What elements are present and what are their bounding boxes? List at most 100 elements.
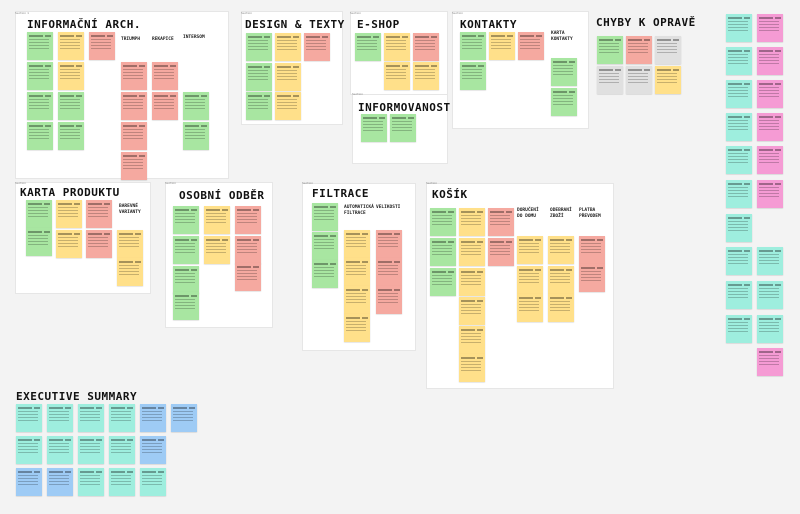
sticky-note[interactable] xyxy=(16,436,42,464)
sticky-note[interactable] xyxy=(86,200,112,228)
sticky-note[interactable] xyxy=(548,294,574,322)
sticky-note[interactable] xyxy=(460,62,486,90)
sticky-note[interactable] xyxy=(551,58,577,86)
sticky-note[interactable] xyxy=(518,32,544,60)
sticky-note[interactable] xyxy=(121,92,147,120)
sticky-note[interactable] xyxy=(26,200,52,228)
sticky-note[interactable] xyxy=(275,63,301,91)
sticky-note[interactable] xyxy=(517,266,543,294)
sticky-note[interactable] xyxy=(58,62,84,90)
sticky-note[interactable] xyxy=(235,236,261,264)
sticky-note[interactable] xyxy=(517,294,543,322)
sticky-note[interactable] xyxy=(173,266,199,294)
sticky-note[interactable] xyxy=(413,33,439,61)
sticky-note[interactable] xyxy=(488,238,514,266)
sticky-note[interactable] xyxy=(304,33,330,61)
sticky-note[interactable] xyxy=(183,92,209,120)
sticky-note[interactable] xyxy=(121,122,147,150)
sticky-note[interactable] xyxy=(183,122,209,150)
sticky-note[interactable] xyxy=(390,114,416,142)
sticky-note[interactable] xyxy=(312,260,338,288)
sticky-note[interactable] xyxy=(489,32,515,60)
sticky-note[interactable] xyxy=(726,47,752,75)
sticky-note[interactable] xyxy=(16,468,42,496)
sticky-note[interactable] xyxy=(459,354,485,382)
sticky-note[interactable] xyxy=(361,114,387,142)
sticky-note[interactable] xyxy=(757,113,783,141)
sticky-note[interactable] xyxy=(86,230,112,258)
sticky-note[interactable] xyxy=(517,236,543,264)
sticky-note[interactable] xyxy=(275,33,301,61)
sticky-note[interactable] xyxy=(27,32,53,60)
sticky-note[interactable] xyxy=(58,92,84,120)
sticky-note[interactable] xyxy=(173,206,199,234)
sticky-note[interactable] xyxy=(117,230,143,258)
sticky-note[interactable] xyxy=(171,404,197,432)
sticky-note[interactable] xyxy=(246,63,272,91)
sticky-note[interactable] xyxy=(757,315,783,343)
sticky-note[interactable] xyxy=(757,47,783,75)
sticky-note[interactable] xyxy=(626,36,652,64)
sticky-note[interactable] xyxy=(56,230,82,258)
sticky-note[interactable] xyxy=(78,468,104,496)
sticky-note[interactable] xyxy=(655,36,681,64)
sticky-note[interactable] xyxy=(726,281,752,309)
sticky-note[interactable] xyxy=(726,247,752,275)
sticky-note[interactable] xyxy=(140,404,166,432)
sticky-note[interactable] xyxy=(459,326,485,354)
sticky-note[interactable] xyxy=(413,62,439,90)
sticky-note[interactable] xyxy=(757,180,783,208)
sticky-note[interactable] xyxy=(757,80,783,108)
sticky-note[interactable] xyxy=(78,436,104,464)
sticky-note[interactable] xyxy=(726,180,752,208)
sticky-note[interactable] xyxy=(460,32,486,60)
sticky-note[interactable] xyxy=(47,436,73,464)
sticky-note[interactable] xyxy=(726,214,752,242)
sticky-note[interactable] xyxy=(376,286,402,314)
sticky-note[interactable] xyxy=(246,33,272,61)
sticky-note[interactable] xyxy=(548,266,574,294)
sticky-note[interactable] xyxy=(275,92,301,120)
sticky-note[interactable] xyxy=(430,268,456,296)
sticky-note[interactable] xyxy=(58,122,84,150)
sticky-note[interactable] xyxy=(27,62,53,90)
sticky-note[interactable] xyxy=(459,208,485,236)
sticky-note[interactable] xyxy=(757,247,783,275)
sticky-note[interactable] xyxy=(597,36,623,64)
sticky-note[interactable] xyxy=(344,314,370,342)
sticky-note[interactable] xyxy=(579,236,605,264)
sticky-note[interactable] xyxy=(16,404,42,432)
sticky-note[interactable] xyxy=(312,203,338,231)
sticky-note[interactable] xyxy=(152,62,178,90)
sticky-note[interactable] xyxy=(235,263,261,291)
sticky-note[interactable] xyxy=(757,348,783,376)
sticky-note[interactable] xyxy=(757,281,783,309)
sticky-note[interactable] xyxy=(47,404,73,432)
sticky-note[interactable] xyxy=(344,286,370,314)
sticky-note[interactable] xyxy=(757,146,783,174)
sticky-note[interactable] xyxy=(109,468,135,496)
sticky-note[interactable] xyxy=(109,404,135,432)
sticky-note[interactable] xyxy=(726,14,752,42)
sticky-note[interactable] xyxy=(551,88,577,116)
sticky-note[interactable] xyxy=(173,236,199,264)
sticky-note[interactable] xyxy=(246,92,272,120)
sticky-note[interactable] xyxy=(488,208,514,236)
sticky-note[interactable] xyxy=(384,62,410,90)
sticky-note[interactable] xyxy=(430,208,456,236)
sticky-note[interactable] xyxy=(47,468,73,496)
sticky-note[interactable] xyxy=(140,468,166,496)
sticky-note[interactable] xyxy=(152,92,178,120)
sticky-note[interactable] xyxy=(78,404,104,432)
sticky-note[interactable] xyxy=(344,230,370,258)
sticky-note[interactable] xyxy=(56,200,82,228)
sticky-note[interactable] xyxy=(726,315,752,343)
sticky-note[interactable] xyxy=(27,122,53,150)
sticky-note[interactable] xyxy=(757,14,783,42)
sticky-note[interactable] xyxy=(376,230,402,258)
sticky-note[interactable] xyxy=(109,436,135,464)
sticky-note[interactable] xyxy=(376,258,402,286)
sticky-note[interactable] xyxy=(235,206,261,234)
sticky-note[interactable] xyxy=(459,238,485,266)
sticky-note[interactable] xyxy=(27,92,53,120)
